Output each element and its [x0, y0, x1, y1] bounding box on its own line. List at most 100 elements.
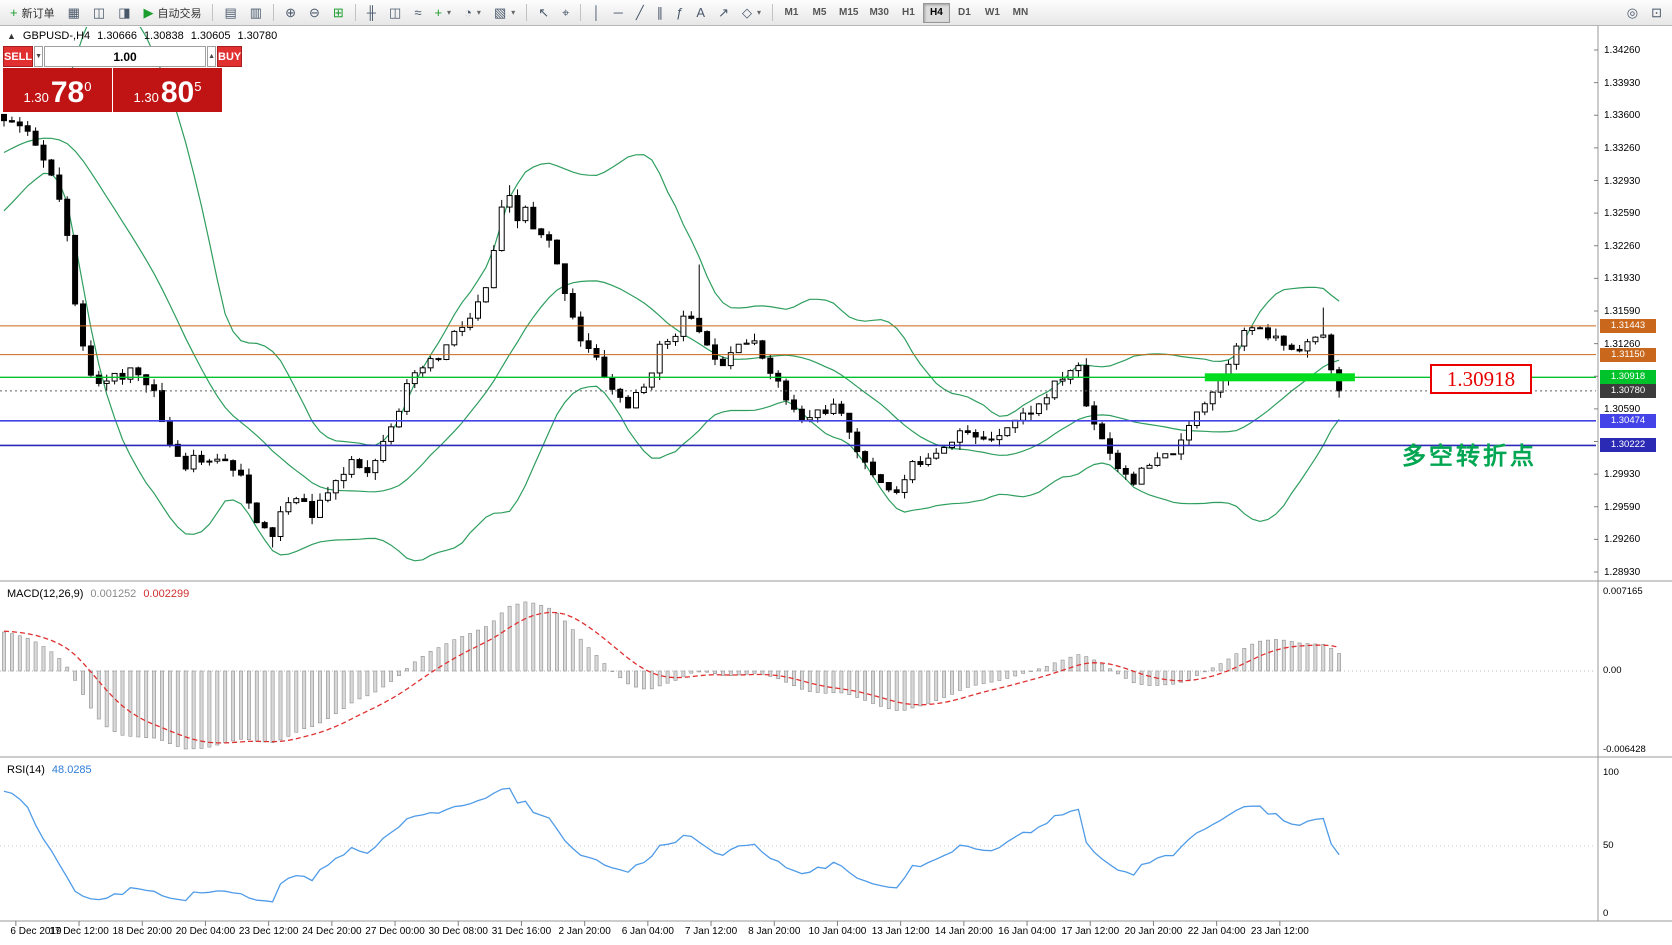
candle-body	[103, 380, 110, 384]
macd-histogram-bar	[768, 670, 773, 677]
candle-body	[269, 527, 276, 537]
templates-button[interactable]: ▧ ▾	[488, 2, 521, 23]
shapes-button[interactable]: ◇ ▾	[736, 2, 767, 23]
equidistant-channel-button[interactable]: ∥	[651, 2, 670, 23]
cascade-windows-button[interactable]: ▥	[244, 2, 268, 23]
candle-body	[1043, 397, 1050, 405]
candle-body	[1288, 344, 1295, 350]
line-chart-button[interactable]: ≈	[408, 2, 427, 23]
vertical-line-button[interactable]: │	[586, 2, 606, 23]
candle-body	[1257, 327, 1264, 330]
timeframe-h4-button[interactable]: H4	[922, 2, 950, 23]
timeframe-m15-button[interactable]: M15	[834, 3, 863, 23]
volume-decrement-button[interactable]: ▼	[34, 46, 44, 67]
time-axis-label: 20 Dec 04:00	[175, 926, 236, 937]
candle-body	[664, 341, 671, 345]
macd-histogram-bar	[626, 670, 631, 685]
auto-trade-button[interactable]: ▶ 自动交易	[137, 2, 207, 23]
candlestick-chart-button[interactable]: ◫	[383, 2, 407, 23]
trendline-button[interactable]: ╱	[630, 2, 650, 23]
candle-body	[119, 372, 126, 380]
sell-button[interactable]: SELL	[3, 46, 34, 67]
cursor-button[interactable]: ↖	[532, 2, 555, 23]
candle-body	[648, 372, 655, 388]
macd-histogram-bar	[1187, 670, 1191, 680]
add-indicator-button[interactable]: + ▾	[428, 2, 457, 23]
macd-histogram-bar	[239, 670, 243, 740]
candle-body	[1312, 336, 1319, 343]
horizontal-line-button[interactable]: ─	[608, 2, 629, 23]
timeframe-h1-button[interactable]: H1	[895, 3, 922, 23]
crosshair-icon: ⌖	[562, 5, 570, 20]
macd-histogram-bar	[934, 670, 939, 701]
turning-point-note: 多空转折点	[1402, 443, 1537, 470]
candle-body	[554, 239, 560, 265]
macd-histogram-bar	[1250, 643, 1255, 672]
candle-body	[411, 372, 418, 385]
macd-histogram-bar	[720, 670, 725, 676]
candle-body	[1178, 439, 1185, 455]
time-axis-label: 2 Jan 20:00	[558, 926, 611, 937]
timeframe-d1-button[interactable]: D1	[951, 3, 978, 23]
candle-body	[443, 344, 450, 361]
time-axis-label: 27 Dec 00:00	[365, 926, 425, 937]
buy-price-button[interactable]: 1.30 80 5	[113, 68, 222, 112]
volume-input[interactable]	[44, 46, 207, 67]
charts-button[interactable]: ▦	[62, 2, 86, 23]
macd-histogram-bar	[918, 670, 923, 707]
price-axis-label: 1.29260	[1604, 534, 1641, 546]
time-axis-label: 8 Jan 20:00	[748, 926, 801, 937]
timeframe-m30-button[interactable]: M30	[864, 3, 893, 23]
timeframe-w1-button[interactable]: W1	[979, 3, 1006, 23]
candle-body	[1130, 473, 1137, 485]
crosshair-button[interactable]: ⌖	[556, 2, 575, 23]
search-icon: ◎	[1626, 5, 1639, 20]
timeframe-m1-button[interactable]: M1	[778, 3, 805, 23]
navigator-button[interactable]: ◨	[112, 2, 136, 23]
macd-main-value: 0.001252	[90, 588, 137, 600]
macd-histogram-bar	[1044, 666, 1049, 672]
macd-histogram-bar	[278, 670, 283, 741]
macd-histogram-bar	[823, 670, 828, 694]
time-axis-label: 30 Dec 08:00	[428, 926, 489, 937]
new-order-button[interactable]: + 新订单	[4, 2, 61, 23]
macd-histogram-bar	[1131, 670, 1136, 684]
one-click-collapse-icon[interactable]: ▲	[7, 31, 16, 41]
timeframe-m5-button[interactable]: M5	[806, 3, 833, 23]
zoom-out-button[interactable]: ⊖	[303, 2, 326, 23]
arrow-tool-button[interactable]: ↗	[712, 2, 735, 23]
macd-histogram-bar	[1029, 670, 1033, 672]
fibonacci-button[interactable]: ƒ	[670, 2, 689, 23]
sell-price-button[interactable]: 1.30 78 0	[3, 68, 112, 112]
macd-histogram-bar	[586, 647, 591, 672]
candle-body	[301, 498, 308, 502]
candle-body	[95, 374, 102, 384]
chart-symbol: GBPUSD-,H4	[22, 30, 91, 42]
candle-body	[862, 451, 869, 463]
macd-histogram-bar	[104, 670, 109, 728]
zoom-in-button[interactable]: ⊕	[279, 2, 302, 23]
candle-body	[1193, 411, 1200, 426]
timeframe-mn-button[interactable]: MN	[1007, 3, 1034, 23]
macd-histogram-bar	[10, 633, 14, 672]
grid-button[interactable]: ⊞	[327, 2, 350, 23]
candle-body	[214, 458, 221, 462]
macd-histogram-bar	[1337, 653, 1342, 672]
candle-body	[593, 347, 600, 358]
text-button[interactable]: A	[690, 2, 711, 23]
periods-button[interactable]: ◔ ▾	[458, 2, 487, 23]
buy-button[interactable]: BUY	[217, 46, 243, 67]
periods-icon: ◔	[464, 5, 472, 20]
candle-body	[838, 403, 845, 414]
candle-body	[854, 431, 861, 453]
macd-histogram-bar	[65, 666, 70, 672]
volume-increment-button[interactable]: ▲	[207, 46, 216, 67]
bar-chart-button[interactable]: ╫	[361, 2, 382, 23]
new-window-button[interactable]: ⊡	[1645, 2, 1668, 23]
search-button[interactable]: ◎	[1621, 2, 1644, 23]
macd-signal-value: 0.002299	[143, 588, 190, 600]
tile-windows-button[interactable]: ▤	[218, 2, 242, 23]
macd-histogram-bar	[1281, 639, 1286, 672]
market-watch-button[interactable]: ◫	[87, 2, 111, 23]
